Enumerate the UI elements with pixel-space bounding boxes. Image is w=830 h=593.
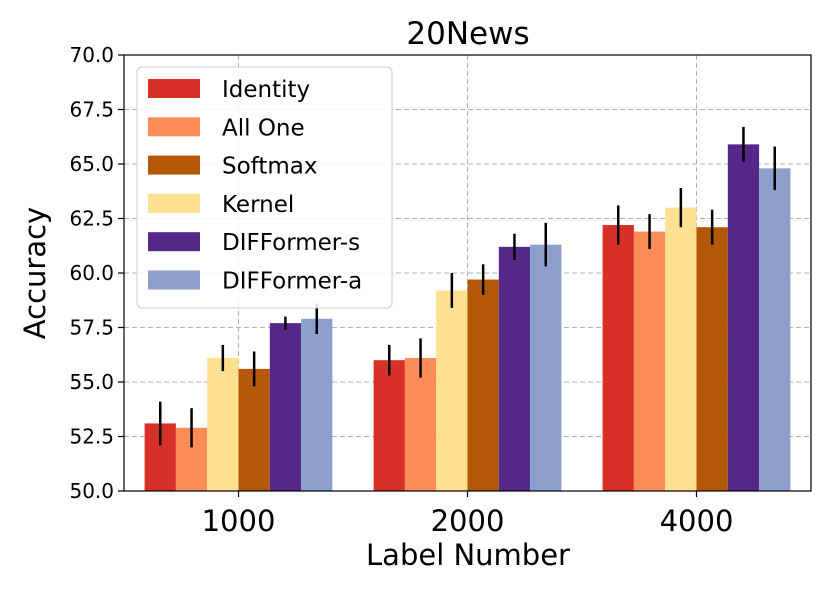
legend-label: DIFFormer-s — [222, 230, 360, 256]
bar-identity-4000 — [602, 225, 634, 492]
legend-label: Identity — [222, 77, 310, 103]
bar-softmax-4000 — [696, 227, 728, 491]
legend-swatch-softmax — [148, 155, 200, 175]
bar-difformer-a-1000 — [301, 318, 333, 491]
x-tick-label: 2000 — [431, 504, 505, 538]
legend-swatch-difformer-s — [148, 232, 200, 252]
y-tick-label: 55.0 — [69, 370, 114, 394]
bar-kernel-4000 — [665, 207, 697, 491]
bar-all-one-4000 — [633, 231, 666, 491]
legend: Identity All One Softmax Kernel DIFFormer-s D… — [136, 66, 393, 309]
bar-softmax-2000 — [467, 279, 499, 491]
y-tick-label: 67.5 — [69, 98, 114, 122]
legend-swatch-kernel — [148, 193, 200, 213]
legend-label: Softmax — [222, 154, 318, 180]
bar-kernel-1000 — [207, 358, 239, 491]
y-tick-label: 70.0 — [69, 43, 114, 67]
legend-swatch-difformer-a — [148, 270, 200, 290]
y-tick-label: 62.5 — [69, 207, 114, 231]
legend-label: DIFFormer-a — [222, 269, 362, 295]
legend-swatch-identity — [148, 79, 200, 98]
legend-label: All One — [222, 115, 305, 141]
x-ticks: 1000 2000 4000 — [202, 491, 734, 538]
bar-difformer-s-1000 — [269, 323, 302, 491]
bar-softmax-1000 — [238, 368, 270, 491]
y-axis-label: Accuracy — [18, 207, 52, 339]
bars — [144, 144, 791, 492]
bar-difformer-s-2000 — [498, 246, 531, 491]
bar-all-one-2000 — [404, 358, 437, 491]
y-ticks: 50.0 52.5 55.0 57.5 60.0 62.5 65.0 67.5 70.0 — [69, 43, 124, 503]
x-tick-label: 4000 — [660, 504, 734, 538]
bar-difformer-s-4000 — [727, 144, 760, 491]
bar-difformer-a-2000 — [530, 244, 562, 491]
y-tick-label: 52.5 — [69, 425, 114, 449]
y-tick-label: 50.0 — [69, 479, 114, 503]
bar-identity-2000 — [373, 360, 405, 491]
x-tick-label: 1000 — [202, 504, 276, 538]
legend-frame — [136, 66, 393, 309]
error-bars — [159, 126, 776, 448]
legend-swatch-all-one — [148, 117, 200, 137]
bar-kernel-2000 — [436, 290, 468, 491]
legend-label: Kernel — [222, 192, 294, 218]
bar-difformer-a-4000 — [759, 168, 791, 492]
chart-title: 20News — [406, 16, 529, 52]
x-axis-label: Label Number — [366, 538, 570, 572]
y-tick-label: 60.0 — [69, 261, 114, 285]
y-tick-label: 65.0 — [69, 152, 114, 176]
y-tick-label: 57.5 — [69, 316, 114, 340]
